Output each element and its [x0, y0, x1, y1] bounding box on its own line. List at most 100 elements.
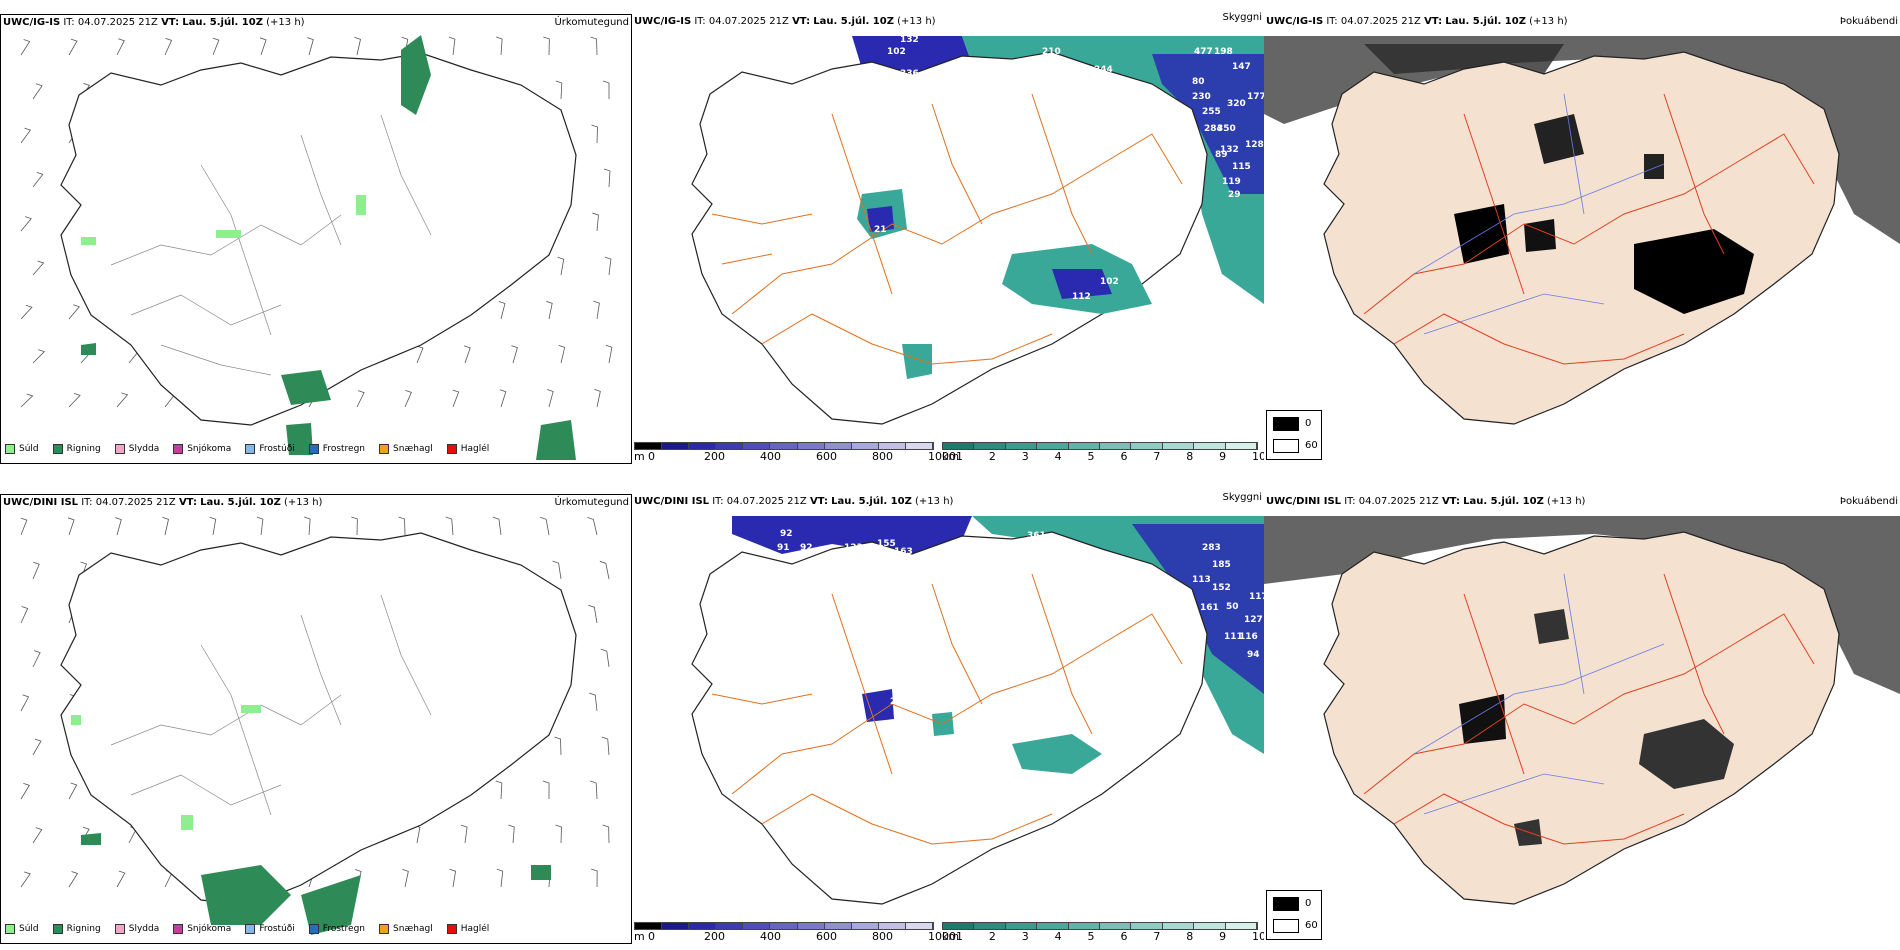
legend-label: Frostúði	[259, 924, 295, 934]
ceiling-value-label: 29	[1228, 190, 1241, 200]
wind-barb	[555, 824, 562, 844]
colorbar-tick: 6	[1120, 450, 1128, 463]
panel-title: Þokuábendi	[1839, 16, 1898, 27]
colorbar-tick: 1	[956, 450, 963, 463]
wind-barb	[32, 349, 45, 364]
ceiling-value-label: 119	[1222, 177, 1241, 187]
wind-barb	[68, 871, 79, 888]
wind-barb	[398, 516, 406, 536]
legend-swatch	[308, 924, 319, 934]
wind-barb	[499, 389, 507, 408]
legend-item: Snjókoma	[173, 444, 231, 454]
wind-barb	[591, 124, 598, 144]
wind-barb	[68, 393, 81, 408]
wind-barb	[32, 827, 43, 844]
ceiling-value-label: 102	[1100, 277, 1119, 287]
legend-label: Frostregn	[322, 924, 366, 934]
ceiling-value-label: 26	[890, 697, 903, 707]
it-value: 04.07.2025 21Z	[708, 16, 789, 27]
ceiling-header-row2: UWC/DINI ISL IT: 04.07.2025 21Z VT: Lau.…	[634, 492, 1262, 510]
wind-barb	[464, 345, 471, 364]
colorbar-segment	[1100, 443, 1132, 449]
colorbar-segment	[770, 923, 798, 929]
colorbar-tick: 1000	[928, 930, 956, 943]
wind-barb	[452, 389, 460, 408]
ceiling-value-label: 73	[882, 355, 895, 365]
ceiling-value-label: 161	[1200, 603, 1219, 613]
ceiling-value-label: 102	[887, 47, 906, 57]
it-value: 04.07.2025 21Z	[1358, 496, 1439, 507]
vt-value: Lau. 5.júl. 10Z	[1463, 496, 1544, 507]
ceiling-value-label: 123	[844, 543, 863, 553]
it-value: 04.07.2025 21Z	[77, 17, 158, 28]
precip-header-row1: UWC/IG-IS IT: 04.07.2025 21Z VT: Lau. 5.…	[3, 15, 629, 31]
colorbar-tick: 2	[988, 930, 996, 943]
model-name: UWC/DINI ISL	[3, 497, 79, 508]
colorbar-tick: 3	[1021, 450, 1029, 463]
wind-barb	[209, 516, 217, 536]
wind-barb	[67, 517, 75, 536]
colorbar-segment	[797, 443, 825, 449]
wind-barb	[508, 824, 515, 844]
ceiling-value-label: 111	[1224, 632, 1243, 642]
colorbar-segment	[974, 923, 1006, 929]
precip-map-row2	[20, 516, 610, 935]
colorbar-segment	[974, 443, 1006, 449]
wind-barb	[32, 738, 42, 756]
colorbar-segment	[1005, 443, 1038, 449]
wind-barb	[558, 345, 566, 364]
wind-barb	[404, 389, 412, 408]
legend-label: Rigning	[66, 444, 101, 454]
colorbar-segment	[743, 923, 771, 929]
model-name: UWC/IG-IS	[634, 16, 692, 27]
wind-barb	[590, 36, 598, 56]
colorbar-tick: 600	[816, 930, 837, 943]
wind-barb	[602, 80, 610, 100]
legend-item: Slydda	[114, 924, 159, 934]
wind-barb	[32, 260, 45, 276]
it-label: IT:	[694, 16, 706, 27]
wind-barb	[116, 38, 125, 56]
colorbar-tick: 5	[1087, 450, 1095, 463]
wind-barb	[164, 38, 173, 56]
cloud-header-row1: UWC/IG-IS IT: 04.07.2025 21Z VT: Lau. 5.…	[1266, 14, 1898, 30]
colorbar-tick: 0	[648, 930, 655, 943]
legend-label: Slydda	[128, 444, 160, 454]
legend-item: Rigning	[52, 444, 101, 454]
wind-barb	[212, 37, 220, 56]
colorbar-segment	[635, 443, 663, 449]
wind-barb	[68, 782, 78, 800]
ceiling-value-label: 91	[777, 543, 790, 553]
colorbar-segment	[1068, 923, 1100, 929]
wind-barb	[543, 36, 550, 56]
legend-swatch	[114, 444, 125, 454]
wind-barb	[557, 256, 565, 276]
legend-swatch	[446, 924, 457, 934]
legend-swatch	[52, 444, 63, 454]
colorbar-segment	[878, 923, 906, 929]
legend-label: Snjókoma	[187, 924, 232, 934]
ceiling-value-label: 132	[1220, 145, 1239, 155]
ceiling-value-label: 112	[1072, 292, 1091, 302]
wind-barb	[542, 780, 550, 800]
vt-value: Lau. 5.júl. 10Z	[831, 496, 912, 507]
ceiling-value-label: 80	[1192, 77, 1205, 87]
legend-swatch	[52, 924, 63, 934]
ceiling-value-label: 147	[1232, 62, 1251, 72]
cloud-legend-low: 0	[1305, 898, 1312, 909]
legend-item: Haglél	[446, 444, 489, 454]
visibility-colorbar	[942, 922, 1258, 930]
ceiling-value-label: 18	[1077, 777, 1090, 787]
cloud-legend-low: 0	[1305, 418, 1312, 429]
wind-barb	[591, 868, 598, 888]
ceiling-value-label: 76	[1112, 115, 1125, 125]
legend-item: Rigning	[52, 924, 101, 934]
colorbar-segment	[689, 443, 717, 449]
wind-barb	[603, 168, 611, 188]
legend-swatch	[5, 924, 15, 934]
legend-label: Snæhagl	[393, 444, 433, 454]
legend-swatch	[379, 924, 390, 934]
ceiling-value-label: 230	[1192, 92, 1211, 102]
cloud-map-row2	[1264, 516, 1900, 944]
